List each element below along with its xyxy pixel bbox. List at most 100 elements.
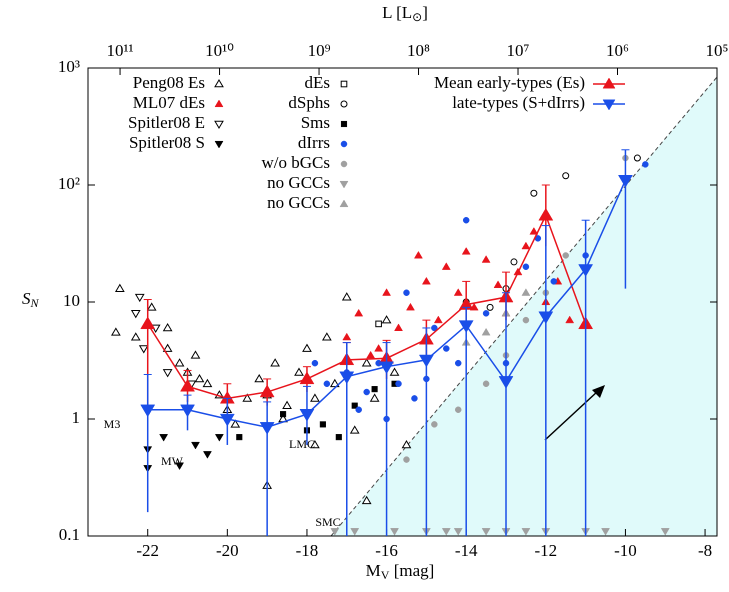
marker xyxy=(299,371,315,385)
marker xyxy=(146,302,157,311)
marker xyxy=(374,344,384,352)
x-tick-label: -18 xyxy=(296,541,319,560)
x2-axis-label: L [L⊙] xyxy=(382,3,428,24)
annotation: SMC xyxy=(315,515,340,529)
x-tick-label: -14 xyxy=(455,541,478,560)
marker xyxy=(280,411,287,418)
marker xyxy=(349,425,360,434)
marker xyxy=(482,310,490,317)
marker xyxy=(389,367,400,376)
marker xyxy=(354,308,364,317)
marker xyxy=(363,388,370,396)
marker xyxy=(341,292,352,301)
legend-label: no GCCs xyxy=(267,193,330,212)
marker xyxy=(340,120,348,128)
marker xyxy=(236,434,243,441)
marker xyxy=(493,280,503,288)
marker xyxy=(138,345,149,354)
annotation: M3 xyxy=(104,417,121,431)
marker xyxy=(433,315,443,324)
marker xyxy=(379,361,395,375)
x2-tick-label: 10⁵ xyxy=(706,41,729,60)
marker xyxy=(431,421,438,428)
series xyxy=(130,293,197,389)
legend-label: dSphs xyxy=(288,93,330,112)
marker xyxy=(110,327,121,336)
marker xyxy=(219,413,235,427)
x-tick-label: -12 xyxy=(534,541,557,560)
marker xyxy=(361,495,372,505)
arrow xyxy=(544,390,599,441)
marker xyxy=(421,276,431,285)
marker xyxy=(522,316,530,324)
marker xyxy=(381,315,392,324)
x2-tick-label: 10⁶ xyxy=(606,41,629,60)
marker xyxy=(395,380,402,388)
y-tick-label: 0.1 xyxy=(59,525,80,544)
x2-label-sub: ⊙ xyxy=(412,10,422,24)
series xyxy=(143,434,224,473)
limit-line xyxy=(330,76,718,537)
marker xyxy=(382,288,392,296)
marker xyxy=(521,241,531,250)
marker xyxy=(259,422,275,435)
x-tick-label: -8 xyxy=(698,541,712,560)
annotation: LMC xyxy=(289,437,315,451)
marker xyxy=(369,393,380,402)
marker xyxy=(366,350,376,359)
legend-label: Sms xyxy=(301,113,330,132)
marker xyxy=(498,376,514,389)
marker xyxy=(159,434,169,442)
marker xyxy=(530,189,538,197)
marker xyxy=(481,255,491,263)
legend-label: Spitler08 E xyxy=(128,113,205,132)
marker xyxy=(538,311,554,325)
marker xyxy=(562,172,570,180)
marker xyxy=(214,99,224,108)
marker xyxy=(578,264,594,277)
marker xyxy=(174,358,185,367)
marker xyxy=(342,332,352,341)
marker xyxy=(282,400,292,409)
marker xyxy=(441,262,451,270)
marker xyxy=(114,283,125,292)
marker xyxy=(202,378,213,388)
marker xyxy=(329,378,340,388)
x2-tick-label: 10⁸ xyxy=(407,41,430,60)
marker xyxy=(401,439,412,449)
marker xyxy=(242,393,253,402)
marker xyxy=(481,528,491,536)
marker xyxy=(162,343,173,352)
marker xyxy=(486,303,494,311)
marker xyxy=(339,199,349,208)
marker xyxy=(529,227,539,235)
marker xyxy=(191,441,200,450)
marker xyxy=(299,409,315,422)
marker xyxy=(175,462,185,471)
marker xyxy=(443,345,450,352)
marker xyxy=(602,77,616,89)
series xyxy=(375,320,382,328)
marker xyxy=(340,100,348,108)
x-tick-label: -22 xyxy=(136,541,159,560)
marker xyxy=(461,247,471,255)
marker xyxy=(550,278,558,285)
legend-label: dEs xyxy=(305,73,331,92)
y-axis-label: SN xyxy=(22,289,40,310)
legend-label: w/o bGCs xyxy=(262,153,330,172)
marker xyxy=(330,528,340,536)
y-tick-label: 10³ xyxy=(58,57,80,76)
marker xyxy=(310,439,320,449)
marker xyxy=(162,369,173,378)
marker xyxy=(458,320,474,333)
marker xyxy=(565,315,575,324)
marker xyxy=(418,354,434,368)
marker xyxy=(162,322,173,332)
marker xyxy=(190,350,201,359)
x2-tick-label: 10⁹ xyxy=(308,41,331,60)
marker xyxy=(521,288,531,296)
marker xyxy=(413,250,423,259)
marker xyxy=(453,288,463,296)
marker xyxy=(403,456,410,463)
